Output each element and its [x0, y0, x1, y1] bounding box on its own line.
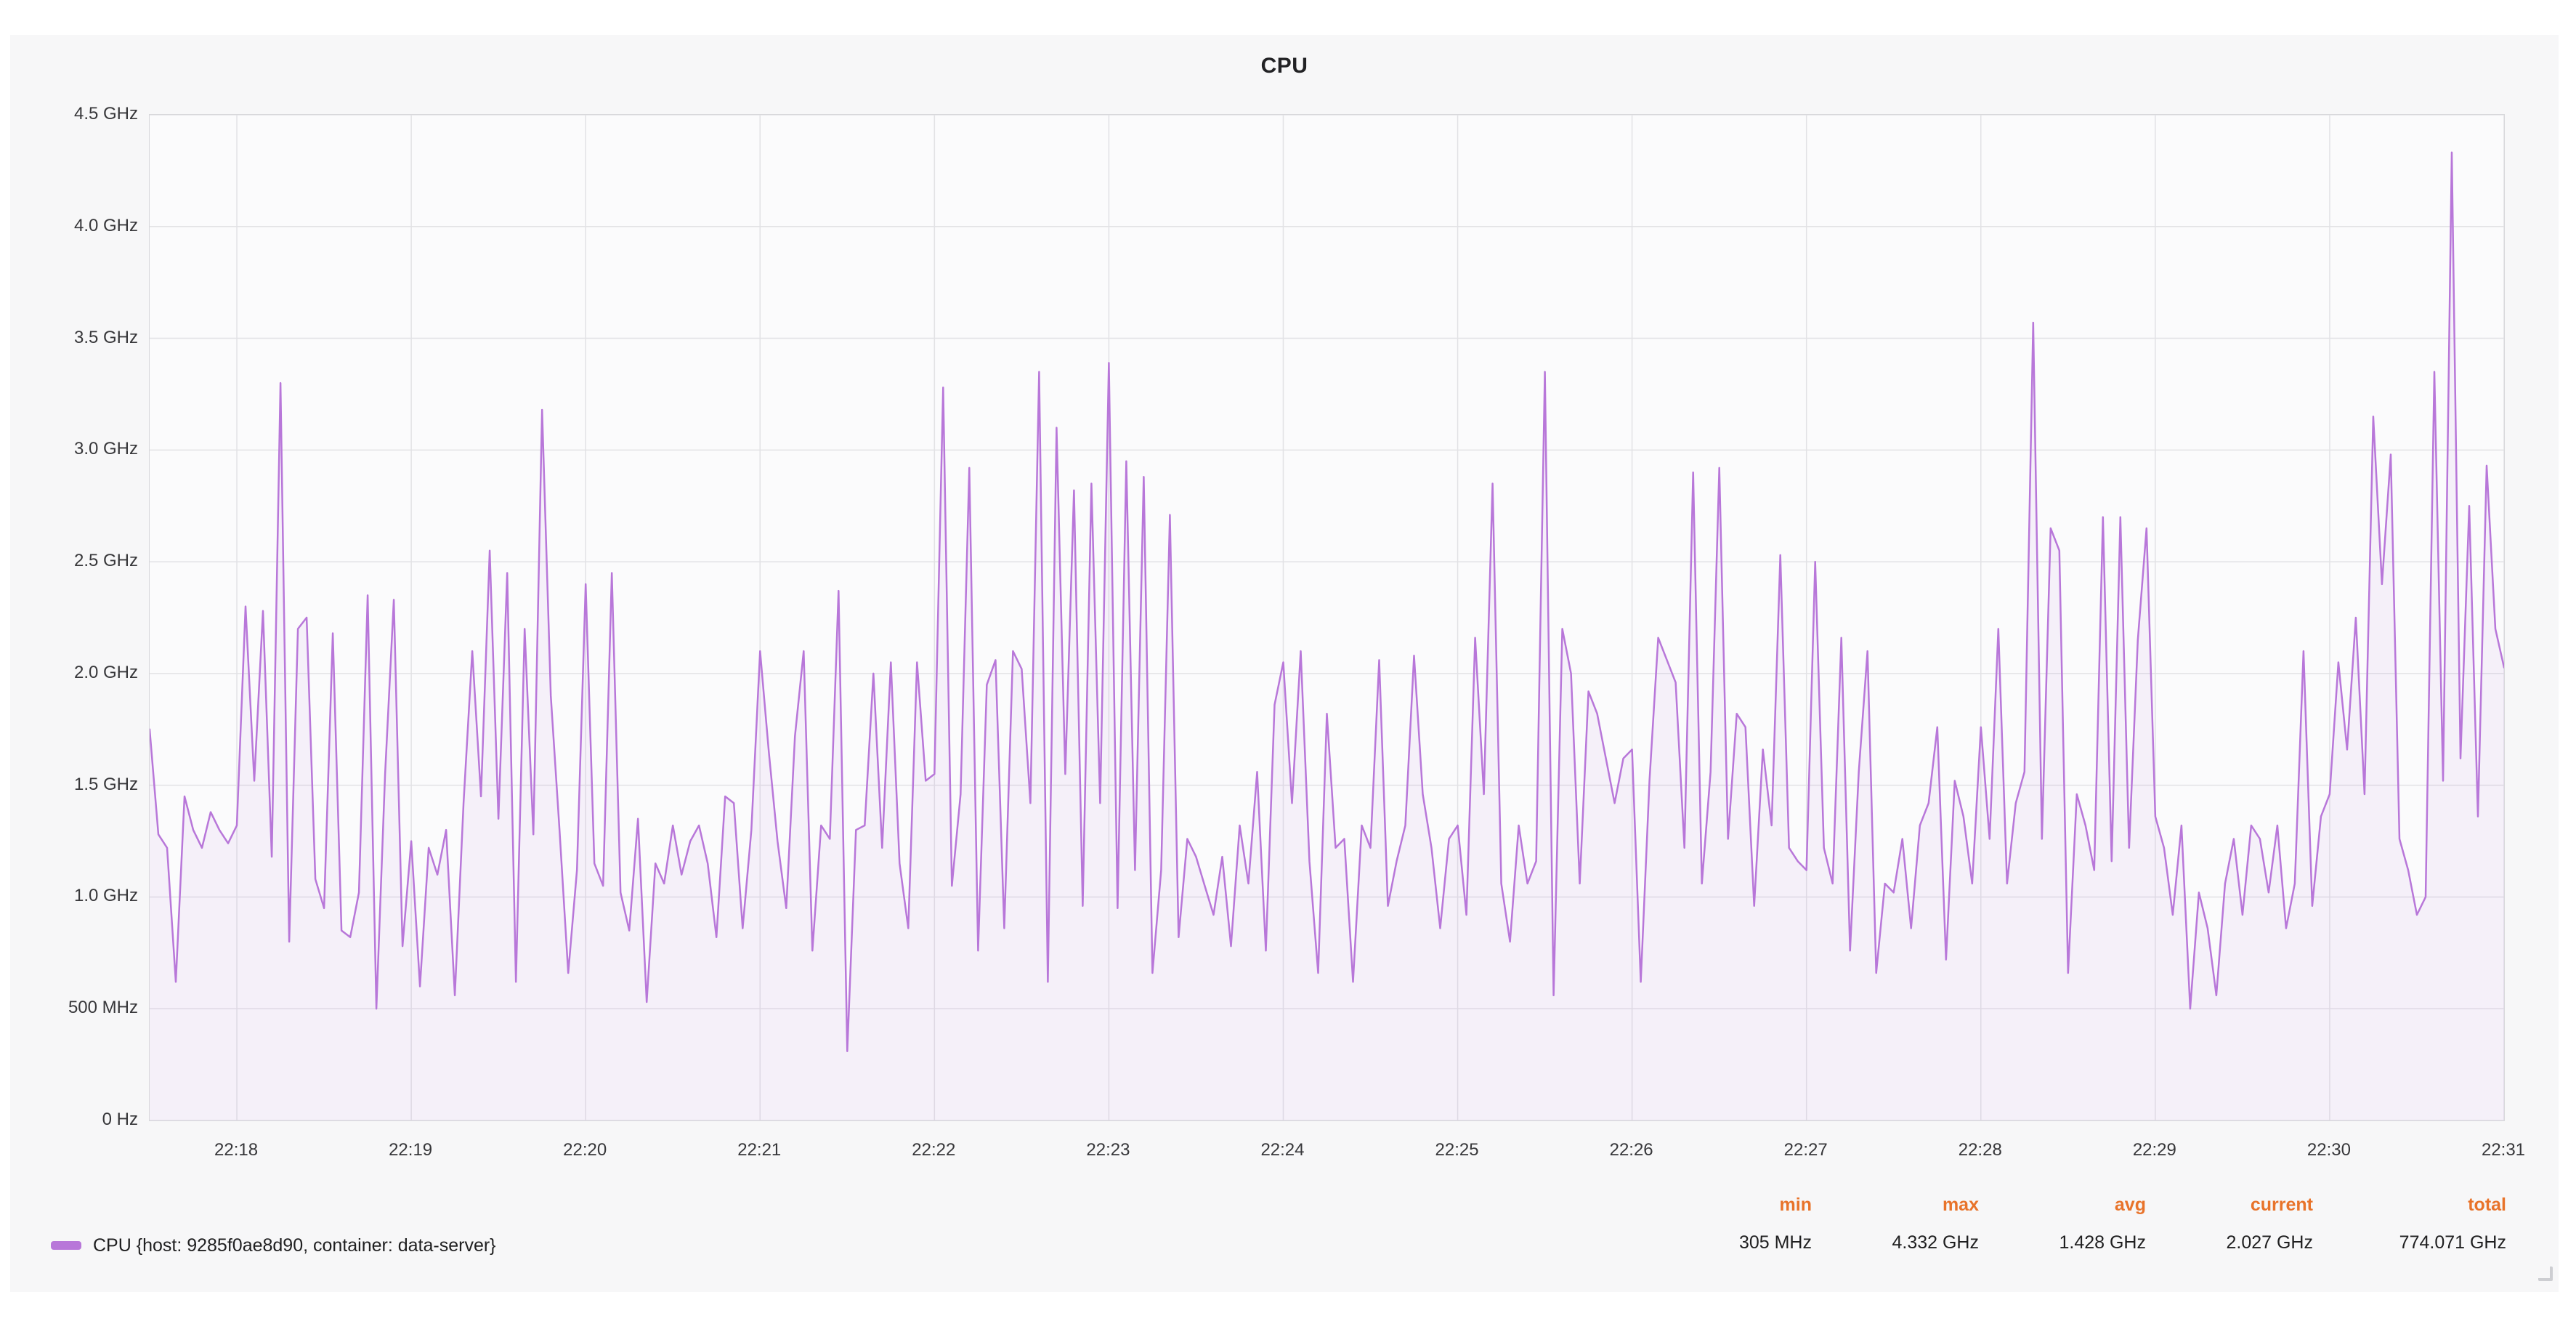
stat-value-current: 2.027 GHz [2226, 1232, 2313, 1253]
stat-column-avg: avg 1.428 GHz [1979, 1192, 2146, 1255]
x-tick-label: 22:21 [737, 1140, 782, 1160]
series-color-swatch [51, 1241, 81, 1250]
x-tick-label: 22:27 [1783, 1140, 1828, 1160]
series-area-fill [150, 152, 2504, 1120]
stat-column-max: max 4.332 GHz [1812, 1192, 1979, 1255]
y-tick-label: 1.0 GHz [73, 886, 138, 906]
x-tick-label: 22:19 [389, 1140, 433, 1160]
series-label: CPU {host: 9285f0ae8d90, container: data… [93, 1235, 496, 1256]
cpu-graph-panel: CPU 0 Hz 500 MHz 1.0 GHz 1.5 GHz 2.0 GHz 2.5 … [10, 35, 2559, 1292]
stat-column-current: current 2.027 GHz [2146, 1192, 2313, 1255]
y-tick-label: 0 Hz [102, 1110, 138, 1129]
cpu-line-chart [150, 115, 2504, 1120]
x-tick-label: 22:30 [2306, 1140, 2351, 1160]
series-line [150, 151, 2504, 1052]
stat-value-max: 4.332 GHz [1892, 1232, 1979, 1253]
stat-value-avg: 1.428 GHz [2059, 1232, 2146, 1253]
x-tick-label: 22:29 [2132, 1140, 2176, 1160]
y-tick-label: 4.5 GHz [73, 104, 138, 124]
legend-stats-table: min 305 MHz max 4.332 GHz avg 1.428 GHz curren… [1645, 1192, 2506, 1255]
x-tick-label: 22:25 [1435, 1140, 1479, 1160]
y-tick-label: 3.0 GHz [73, 439, 138, 459]
y-tick-label: 2.5 GHz [73, 551, 138, 571]
panel-resize-handle-icon[interactable] [2538, 1267, 2553, 1281]
x-tick-label: 22:24 [1260, 1140, 1305, 1160]
y-tick-label: 1.5 GHz [73, 774, 138, 794]
x-tick-label: 22:22 [912, 1140, 956, 1160]
legend-series-toggle[interactable]: CPU {host: 9285f0ae8d90, container: data… [51, 1233, 496, 1258]
stat-column-min: min 305 MHz [1645, 1192, 1812, 1255]
stat-header-max[interactable]: max [1942, 1195, 1979, 1215]
y-tick-label: 4.0 GHz [73, 215, 138, 235]
y-tick-label: 3.5 GHz [73, 327, 138, 347]
x-tick-label: 22:20 [563, 1140, 607, 1160]
chart-plot-area[interactable] [149, 114, 2505, 1121]
stat-header-min[interactable]: min [1779, 1195, 1812, 1215]
panel-title[interactable]: CPU [1260, 54, 1308, 78]
y-tick-label: 2.0 GHz [73, 662, 138, 682]
x-tick-label: 22:26 [1609, 1140, 1653, 1160]
stat-column-total: total 774.071 GHz [2313, 1192, 2506, 1255]
stat-header-total[interactable]: total [2468, 1195, 2506, 1215]
stat-header-avg[interactable]: avg [2114, 1195, 2146, 1215]
stat-header-current[interactable]: current [2250, 1195, 2313, 1215]
stat-value-total: 774.071 GHz [2399, 1232, 2506, 1253]
y-tick-label: 500 MHz [68, 998, 138, 1018]
stat-value-min: 305 MHz [1738, 1232, 1812, 1253]
x-tick-label: 22:31 [2481, 1140, 2526, 1160]
x-tick-label: 22:18 [214, 1140, 259, 1160]
x-tick-label: 22:23 [1086, 1140, 1130, 1160]
x-tick-label: 22:28 [1958, 1140, 2002, 1160]
